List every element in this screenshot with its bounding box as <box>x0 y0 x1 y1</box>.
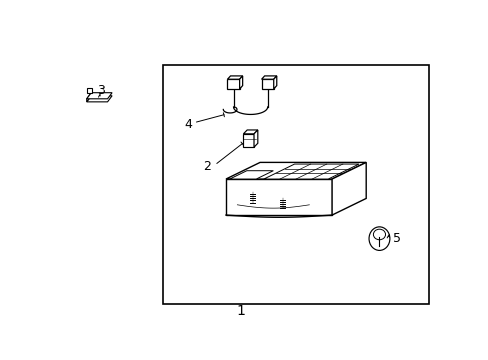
Text: 1: 1 <box>236 303 245 318</box>
Polygon shape <box>87 88 92 93</box>
Text: 4: 4 <box>184 118 192 131</box>
Ellipse shape <box>368 227 389 251</box>
Polygon shape <box>86 93 112 99</box>
Text: 5: 5 <box>392 232 400 245</box>
Text: 2: 2 <box>203 160 210 173</box>
Polygon shape <box>264 164 358 179</box>
Polygon shape <box>229 171 273 179</box>
Polygon shape <box>261 79 273 89</box>
Polygon shape <box>227 76 242 79</box>
Polygon shape <box>273 76 276 89</box>
Text: 3: 3 <box>97 84 104 97</box>
Polygon shape <box>86 96 112 102</box>
Polygon shape <box>86 93 91 102</box>
Bar <box>163 66 428 304</box>
Polygon shape <box>239 76 242 89</box>
Polygon shape <box>225 179 331 215</box>
Ellipse shape <box>373 229 385 240</box>
Polygon shape <box>253 130 257 147</box>
Polygon shape <box>243 130 257 134</box>
Polygon shape <box>225 162 366 179</box>
Polygon shape <box>331 162 366 215</box>
Polygon shape <box>227 79 239 89</box>
Polygon shape <box>261 76 276 79</box>
Polygon shape <box>243 134 253 147</box>
